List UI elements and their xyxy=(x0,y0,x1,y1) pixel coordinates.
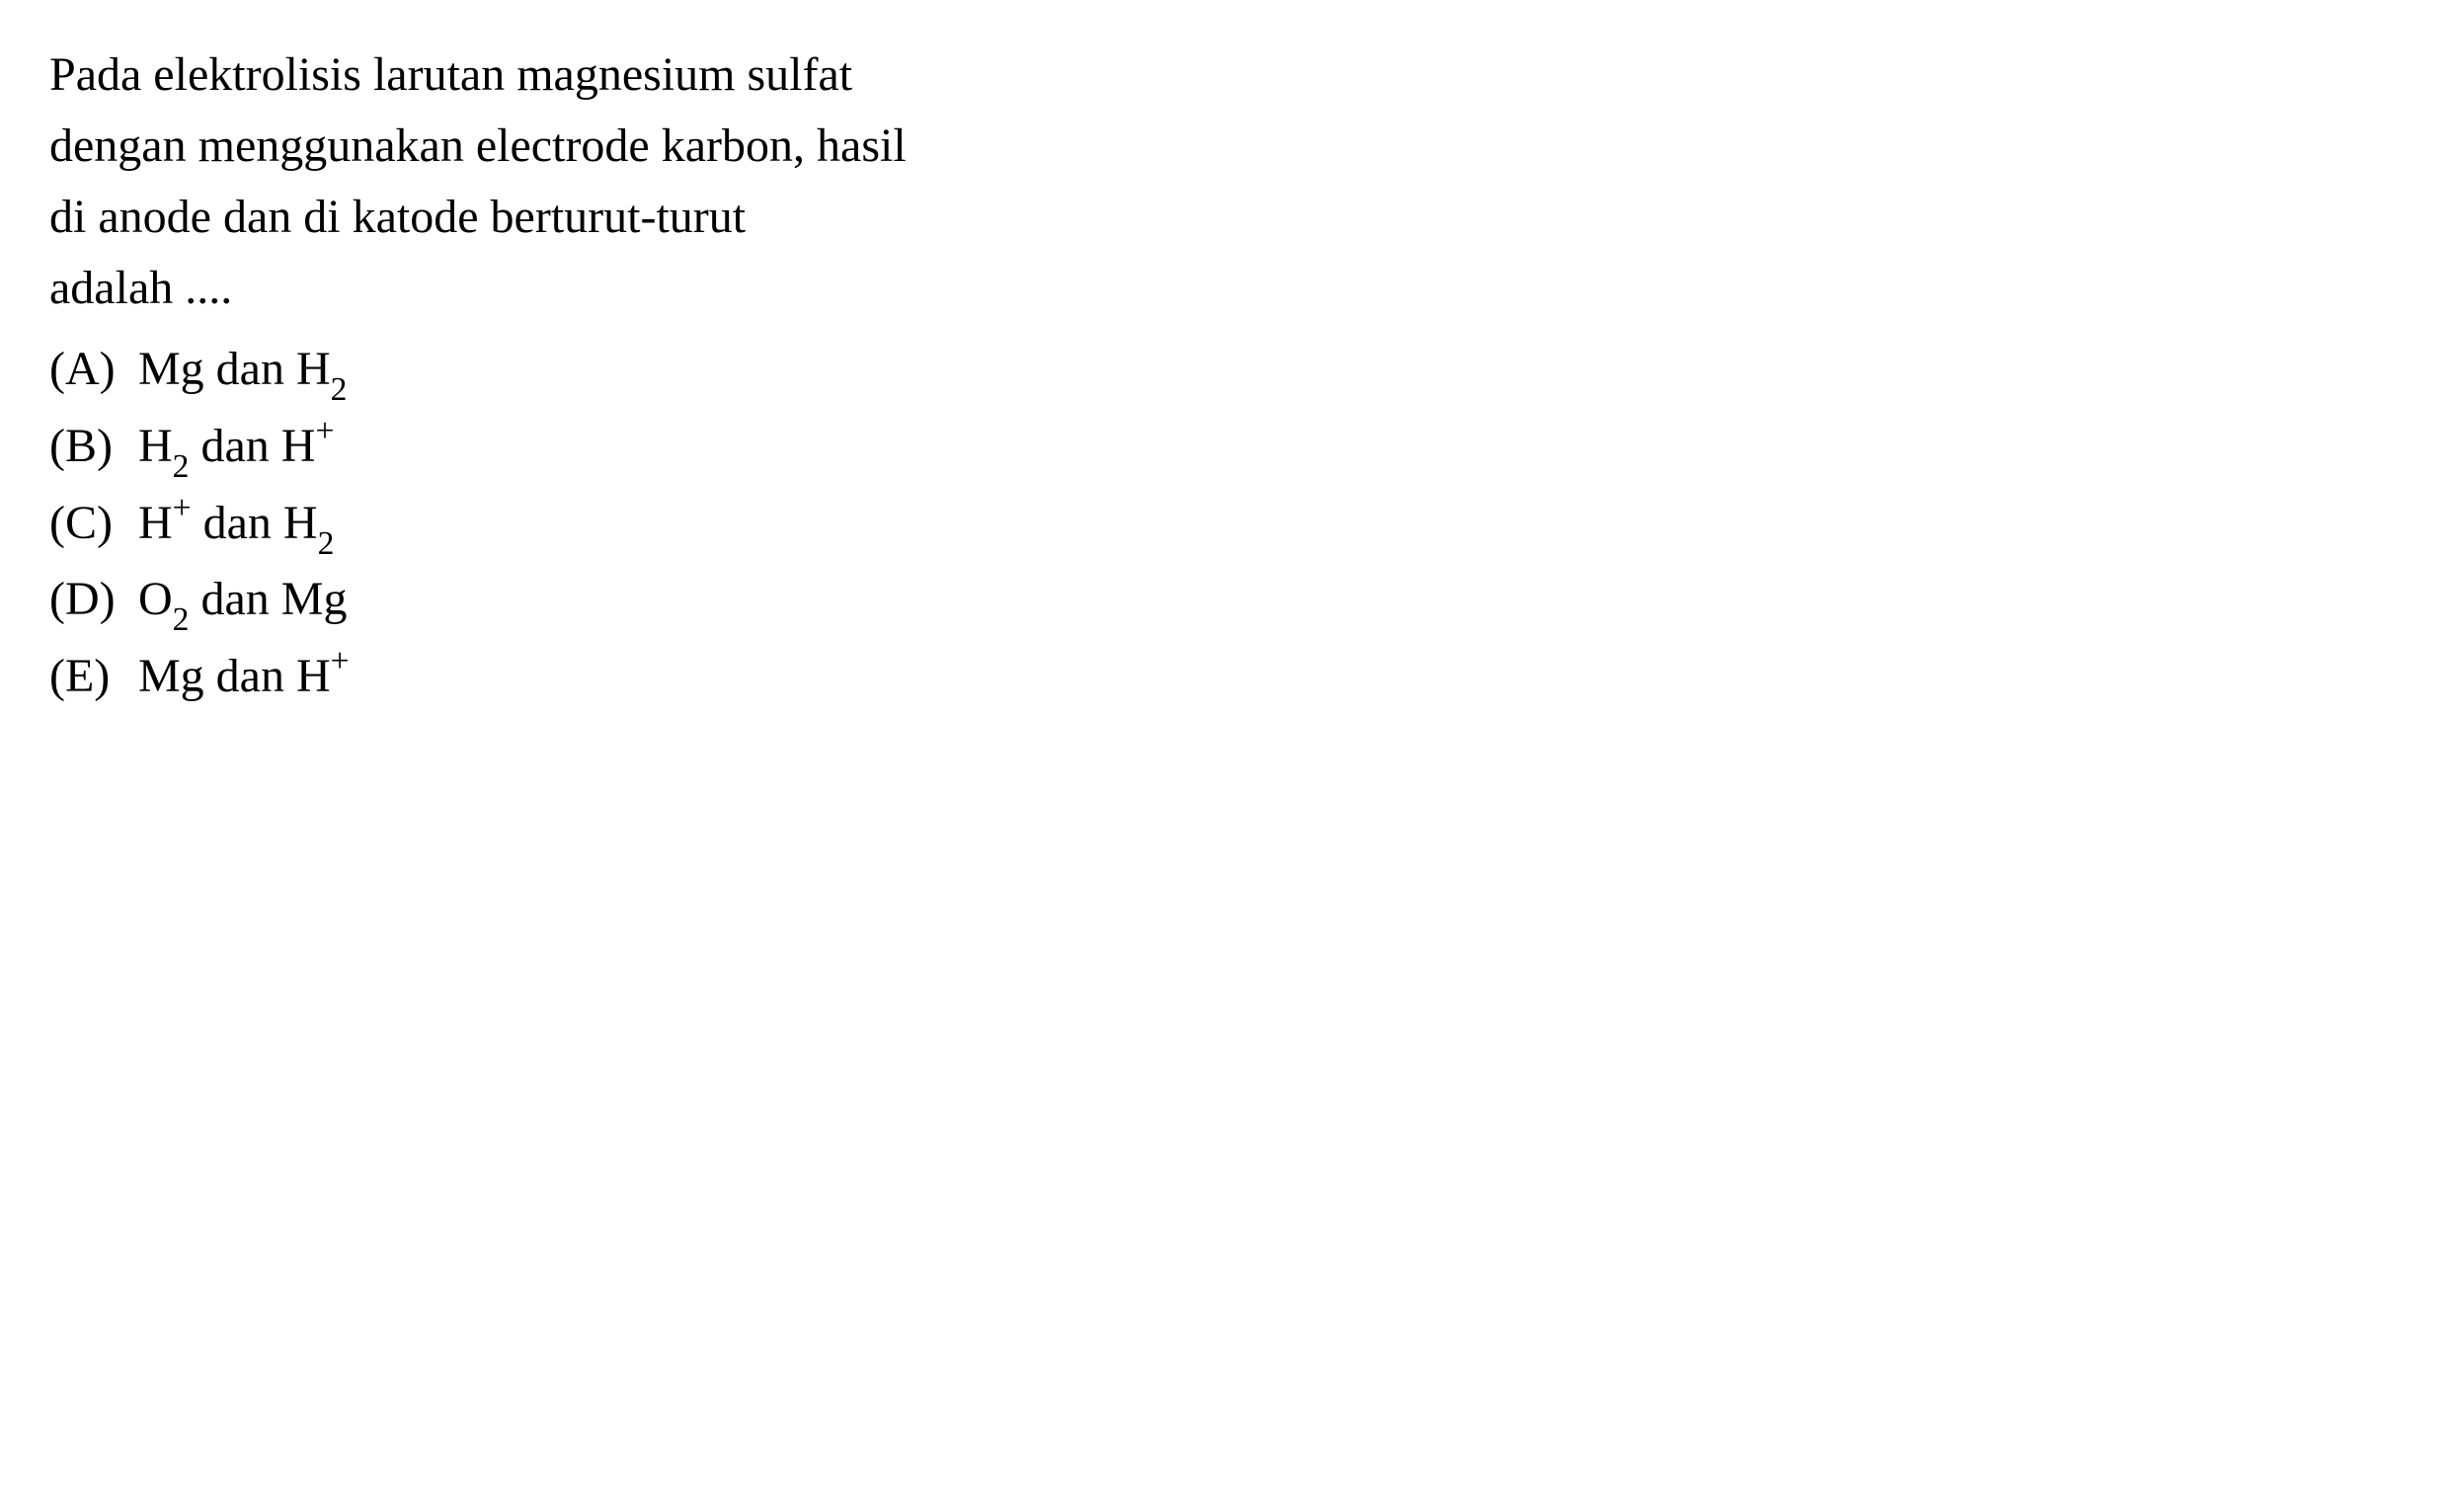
question-text: Pada elektrolisis larutan magnesium sulf… xyxy=(49,40,2404,324)
option-b-sup1: + xyxy=(315,413,334,449)
option-e-content: Mg dan H+ xyxy=(138,640,350,712)
option-b-part1: H xyxy=(138,420,173,472)
option-d-label: (D) xyxy=(49,564,138,635)
option-a-part1: Mg dan H xyxy=(138,343,331,395)
question-line-3: di anode dan di katode berturut-turut xyxy=(49,182,2404,253)
option-d: (D) O2 dan Mg xyxy=(49,564,2404,640)
option-a: (A) Mg dan H2 xyxy=(49,334,2404,410)
option-c-sub1: 2 xyxy=(318,525,335,562)
option-e-sup1: + xyxy=(331,643,350,679)
question-line-2: dengan menggunakan electrode karbon, has… xyxy=(49,111,2404,182)
option-d-part2: dan Mg xyxy=(189,573,347,625)
option-e-part1: Mg dan H xyxy=(138,650,331,702)
option-c-label: (C) xyxy=(49,488,138,559)
option-c-part2: dan H xyxy=(192,497,318,549)
option-d-part1: O xyxy=(138,573,173,625)
option-c-part1: H xyxy=(138,497,173,549)
option-b: (B) H2 dan H+ xyxy=(49,410,2404,487)
question-line-1: Pada elektrolisis larutan magnesium sulf… xyxy=(49,40,2404,111)
options-list: (A) Mg dan H2 (B) H2 dan H+ (C) H+ dan H… xyxy=(49,334,2404,712)
option-c-sup1: + xyxy=(173,490,192,526)
option-a-content: Mg dan H2 xyxy=(138,334,347,410)
option-a-label: (A) xyxy=(49,334,138,405)
option-e: (E) Mg dan H+ xyxy=(49,640,2404,712)
option-c: (C) H+ dan H2 xyxy=(49,487,2404,564)
option-c-content: H+ dan H2 xyxy=(138,487,334,564)
question-line-4: adalah .... xyxy=(49,253,2404,324)
option-b-part2: dan H xyxy=(189,420,315,472)
option-b-sub1: 2 xyxy=(173,448,190,485)
option-d-sub1: 2 xyxy=(173,601,190,638)
option-b-content: H2 dan H+ xyxy=(138,410,334,487)
option-d-content: O2 dan Mg xyxy=(138,564,347,640)
option-a-sub1: 2 xyxy=(331,371,348,408)
option-b-label: (B) xyxy=(49,411,138,482)
option-e-label: (E) xyxy=(49,641,138,712)
